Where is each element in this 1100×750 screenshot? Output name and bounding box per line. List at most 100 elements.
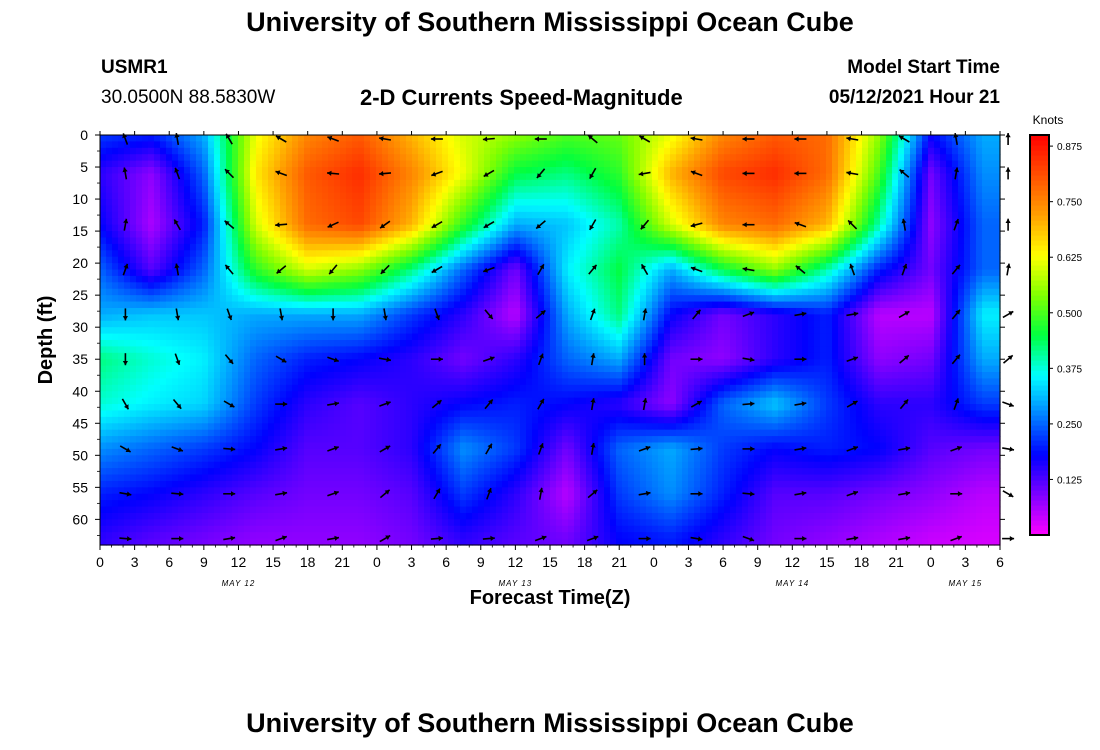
heat-cell [646, 333, 653, 341]
heat-cell [964, 314, 971, 322]
heat-cell [676, 224, 683, 232]
heat-cell [250, 340, 257, 348]
heat-cell [196, 314, 203, 322]
heat-cell [100, 295, 107, 303]
heat-cell [514, 231, 521, 239]
heat-cell [718, 301, 725, 309]
heat-cell [550, 243, 557, 251]
heat-cell [388, 173, 395, 181]
heat-cell [172, 173, 179, 181]
heat-cell [292, 301, 299, 309]
heat-cell [544, 179, 551, 187]
heat-cell [850, 340, 857, 348]
heat-cell [574, 301, 581, 309]
heat-cell [130, 282, 137, 290]
heat-cell [454, 218, 461, 226]
heat-cell [832, 211, 839, 219]
heat-cell [412, 147, 419, 155]
heat-cell [574, 340, 581, 348]
heat-cell [334, 231, 341, 239]
heat-cell [754, 237, 761, 245]
heat-cell [766, 327, 773, 335]
heat-cell [328, 186, 335, 194]
heat-cell [670, 160, 677, 168]
heat-cell [490, 192, 497, 200]
heat-cell [916, 205, 923, 213]
heat-cell [610, 218, 617, 226]
heat-cell [184, 340, 191, 348]
heat-cell [100, 301, 107, 309]
heat-cell [178, 346, 185, 354]
heat-cell [316, 327, 323, 335]
heat-cell [466, 179, 473, 187]
heat-cell [886, 135, 893, 143]
heat-cell [880, 340, 887, 348]
heat-cell [190, 320, 197, 328]
heat-cell [718, 224, 725, 232]
heat-cell [244, 256, 251, 264]
heat-cell [550, 327, 557, 335]
heat-cell [514, 263, 521, 271]
heat-cell [142, 141, 149, 149]
heat-cell [934, 275, 941, 283]
heat-cell [412, 307, 419, 315]
heat-cell [190, 141, 197, 149]
heat-cell [328, 263, 335, 271]
heat-cell [400, 186, 407, 194]
heat-cell [946, 160, 953, 168]
heat-cell [574, 327, 581, 335]
heat-cell [760, 237, 767, 245]
heat-cell [442, 186, 449, 194]
heat-cell [868, 314, 875, 322]
heat-cell [622, 224, 629, 232]
heat-cell [166, 340, 173, 348]
heat-cell [952, 179, 959, 187]
heat-cell [532, 314, 539, 322]
heat-cell [964, 288, 971, 296]
heat-cell [910, 179, 917, 187]
heat-cell [496, 160, 503, 168]
heat-cell [388, 250, 395, 258]
heat-cell [532, 173, 539, 181]
heat-cell [310, 192, 317, 200]
heat-cell [508, 218, 515, 226]
heat-cell [670, 211, 677, 219]
heat-cell [238, 346, 245, 354]
heat-cell [136, 340, 143, 348]
heat-cell [502, 340, 509, 348]
heat-cell [100, 307, 107, 315]
heat-cell [232, 320, 239, 328]
heat-cell [808, 333, 815, 341]
heat-cell [784, 154, 791, 162]
heat-cell [292, 237, 299, 245]
heat-cell [580, 327, 587, 335]
heat-cell [862, 154, 869, 162]
heat-cell [358, 269, 365, 277]
heat-cell [670, 269, 677, 277]
heat-cell [694, 295, 701, 303]
heat-cell [418, 256, 425, 264]
heat-cell [430, 327, 437, 335]
heat-cell [634, 263, 641, 271]
heat-cell [946, 186, 953, 194]
heat-cell [184, 160, 191, 168]
heat-cell [466, 141, 473, 149]
heat-cell [202, 295, 209, 303]
heat-cell [592, 243, 599, 251]
heat-cell [196, 275, 203, 283]
heat-cell [940, 205, 947, 213]
heat-cell [292, 295, 299, 303]
heat-cell [772, 263, 779, 271]
heat-cell [820, 327, 827, 335]
heat-cell [334, 243, 341, 251]
heat-cell [190, 237, 197, 245]
heat-cell [196, 160, 203, 168]
heat-cell [388, 288, 395, 296]
heat-cell [586, 237, 593, 245]
heat-cell [820, 173, 827, 181]
heat-cell [724, 333, 731, 341]
heat-cell [436, 211, 443, 219]
heat-cell [736, 179, 743, 187]
heat-cell [964, 295, 971, 303]
heat-cell [550, 186, 557, 194]
